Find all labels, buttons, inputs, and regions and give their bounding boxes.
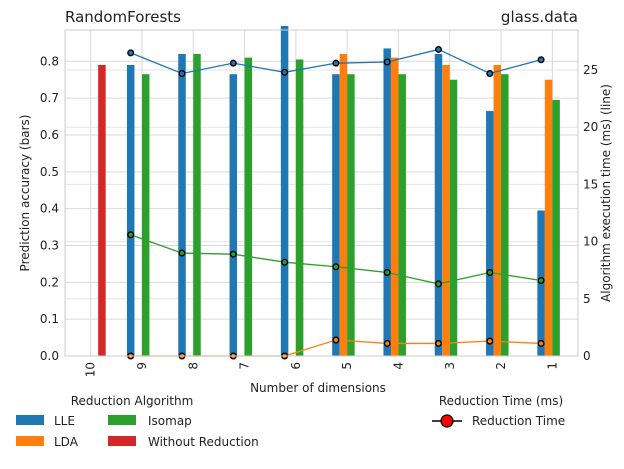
time-point xyxy=(127,231,135,239)
y-tick-left: 0.4 xyxy=(40,202,59,216)
y-tick-left: 0.2 xyxy=(40,275,59,289)
time-point xyxy=(383,58,391,66)
bar-lle xyxy=(178,53,186,356)
plot-frame xyxy=(64,29,579,357)
x-axis-label: Number of dimensions xyxy=(250,381,386,395)
bar-lda xyxy=(442,64,450,356)
x-tick-label: 1 xyxy=(545,362,559,370)
bar-lle xyxy=(383,48,391,356)
bar-lda xyxy=(544,79,553,356)
time-point xyxy=(332,336,340,344)
bar-isomap xyxy=(552,99,560,356)
bar-isomap xyxy=(501,74,509,356)
time-point xyxy=(537,56,545,64)
time-point xyxy=(332,263,340,271)
y-axis-label-right: Algorithm execution time (ms) (line) xyxy=(599,84,613,302)
bar-lda xyxy=(339,53,348,356)
bar-lle xyxy=(126,64,135,356)
bar-lda xyxy=(493,64,502,356)
time-point xyxy=(127,49,135,57)
x-tick-label: 2 xyxy=(494,362,508,370)
bar-isomap xyxy=(347,74,355,356)
bar-isomap xyxy=(141,74,150,356)
time-point xyxy=(435,339,443,347)
x-tick-label: 3 xyxy=(443,362,457,370)
y-tick-left: 0.1 xyxy=(40,312,59,326)
legend-bars-title: Reduction Algorithm xyxy=(71,394,194,408)
time-point xyxy=(537,277,545,285)
time-point xyxy=(435,45,443,53)
legend-swatch-lda xyxy=(16,436,44,446)
legend-swatch-lle xyxy=(16,415,44,425)
x-tick-label: 6 xyxy=(289,362,303,370)
bar-isomap xyxy=(295,59,304,356)
legend-label-isomap: Isomap xyxy=(148,414,192,428)
bar-lda xyxy=(390,57,399,357)
legend-swatch-isomap xyxy=(108,415,136,425)
time-point xyxy=(486,69,494,77)
y-tick-left: 0.0 xyxy=(40,349,59,363)
bar-isomap xyxy=(398,74,406,356)
bars xyxy=(98,26,560,357)
time-point xyxy=(178,69,186,77)
x-tick-label: 4 xyxy=(391,362,405,370)
time-point xyxy=(486,268,494,276)
y-tick-left: 0.8 xyxy=(40,54,59,68)
time-point xyxy=(229,250,237,258)
x-tick-label: 9 xyxy=(135,362,149,370)
legend-label-lda: LDA xyxy=(54,435,79,449)
y-tick-left: 0.6 xyxy=(40,128,59,142)
bar-lle xyxy=(229,74,238,356)
x-tick-label: 7 xyxy=(238,362,252,370)
bar-lle xyxy=(332,74,340,356)
time-point xyxy=(435,280,443,288)
time-point xyxy=(332,59,340,67)
time-point xyxy=(383,268,391,276)
time-point xyxy=(281,258,289,266)
time-point xyxy=(383,339,391,347)
y-tick-right: 5 xyxy=(583,292,591,306)
bar-isomap xyxy=(449,79,458,356)
legend-line-title: Reduction Time (ms) xyxy=(439,394,563,408)
y-tick-left: 0.7 xyxy=(40,91,59,105)
x-tick-label: 10 xyxy=(84,362,98,377)
legend-swatch-without-reduction xyxy=(108,436,136,446)
legend-label-lle: LLE xyxy=(54,414,75,428)
y-tick-right: 10 xyxy=(583,235,598,249)
chart-title-left: RandomForests xyxy=(65,8,181,26)
x-tick-label: 8 xyxy=(186,362,200,370)
time-point xyxy=(178,249,186,257)
y-tick-right: 0 xyxy=(583,349,591,363)
bar-isomap xyxy=(244,57,253,357)
chart-title-right: glass.data xyxy=(501,8,578,26)
y-tick-right: 15 xyxy=(583,177,598,191)
bar-lle xyxy=(434,53,443,356)
bar-lle xyxy=(486,111,494,356)
y-tick-left: 0.3 xyxy=(40,238,59,252)
y-tick-right: 25 xyxy=(583,63,598,77)
legend-bars: Reduction Algorithm LLE LDA Isomap Witho… xyxy=(16,394,259,449)
time-point xyxy=(281,68,289,76)
y-tick-left: 0.5 xyxy=(40,165,59,179)
time-point xyxy=(537,339,545,347)
y-axis-label-left: Prediction accuracy (bars) xyxy=(18,115,32,272)
time-point xyxy=(229,59,237,67)
legend-label-without-reduction: Without Reduction xyxy=(148,435,259,449)
legend-line-label: Reduction Time xyxy=(472,414,565,428)
x-tick-label: 5 xyxy=(340,362,354,370)
legend-line: Reduction Time (ms) Reduction Time xyxy=(432,394,565,428)
bar-lle xyxy=(280,26,289,356)
y-tick-right: 20 xyxy=(583,120,598,134)
bar-isomap xyxy=(193,53,201,356)
bar-without-reduction xyxy=(98,64,106,356)
legend-line-marker xyxy=(440,414,454,428)
time-point xyxy=(486,337,494,345)
